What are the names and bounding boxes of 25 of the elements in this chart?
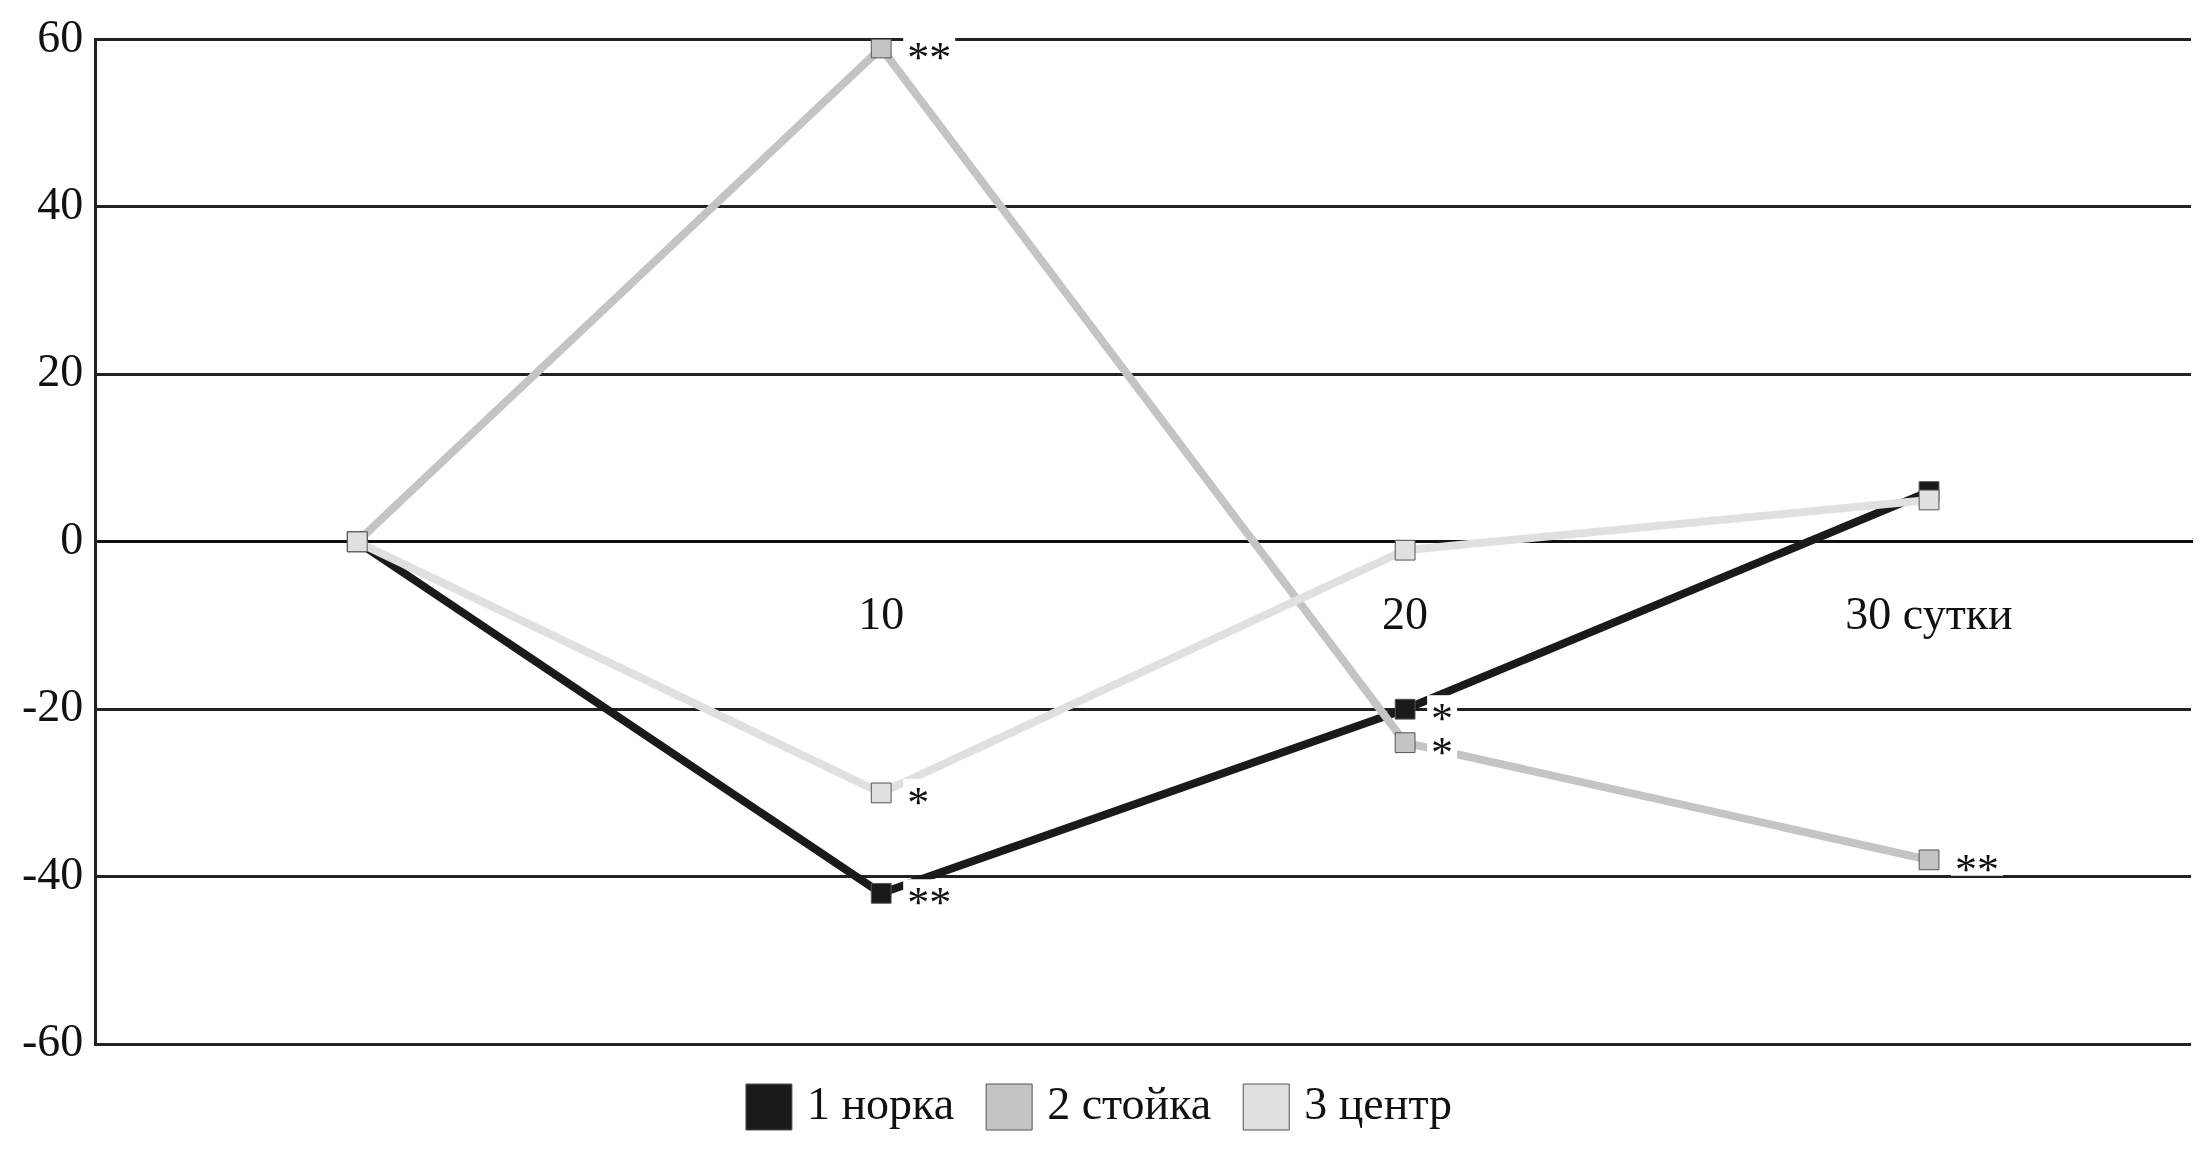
y-tick-label: 20 <box>37 345 84 397</box>
annotation: ** <box>1955 844 2000 894</box>
y-tick-label: -20 <box>21 680 84 732</box>
annotation: ** <box>907 32 952 82</box>
legend-label: 2 стойка <box>1047 1078 1212 1130</box>
x-tick-label: 10 <box>858 588 905 640</box>
point <box>1918 489 1940 511</box>
point <box>870 782 892 804</box>
legend-label: 3 центр <box>1304 1078 1453 1130</box>
legend-label: 1 норка <box>806 1078 955 1130</box>
annotation: * <box>907 777 930 827</box>
y-tick-label: -40 <box>21 847 84 899</box>
point <box>1394 698 1416 720</box>
x-tick-label: 30 сутки <box>1845 588 2013 640</box>
annotation: ** <box>907 878 952 928</box>
point <box>870 882 892 904</box>
y-tick-label: 60 <box>37 10 84 62</box>
point <box>1394 539 1416 561</box>
x-tick-label: 20 <box>1382 588 1429 640</box>
point <box>1394 732 1416 754</box>
y-tick-label: -60 <box>21 1015 84 1067</box>
point <box>1918 849 1940 871</box>
y-tick-label: 40 <box>37 178 84 230</box>
point <box>870 39 892 59</box>
y-tick-label: 0 <box>60 512 84 564</box>
